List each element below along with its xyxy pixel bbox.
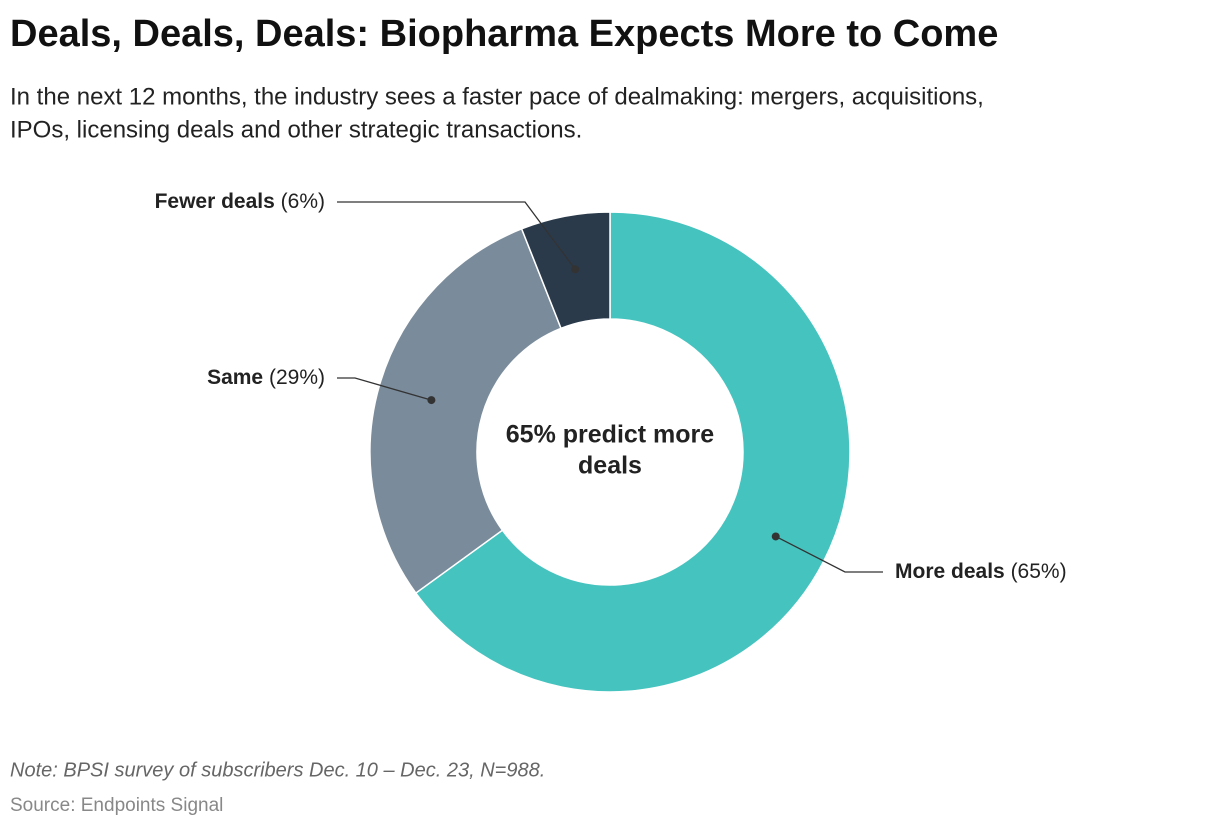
subtitle: In the next 12 months, the industry sees… [10, 83, 984, 110]
note: Note: BPSI survey of subscribers Dec. 10… [10, 759, 545, 781]
leader-line [337, 377, 432, 401]
leader-dot [427, 396, 436, 405]
slice-name: Fewer deals [155, 190, 275, 213]
slice-value: (65%) [1011, 560, 1067, 583]
center-label: 65% predict more [506, 421, 715, 449]
slice-label: More deals (65%) [895, 560, 1067, 583]
leader-line [337, 201, 576, 270]
donut-slice [369, 227, 563, 595]
center-label: deals [578, 452, 642, 480]
slice-label: Same (29%) [207, 366, 325, 389]
donut-slice [520, 211, 611, 330]
slice-name: Same [207, 366, 263, 389]
leader-line [775, 535, 883, 573]
leader-dot [571, 265, 580, 274]
slice-name: More deals [895, 560, 1005, 583]
donut-slice [414, 211, 851, 693]
leader-dot [771, 532, 780, 541]
source: Source: Endpoints Signal [10, 795, 223, 816]
slice-value: (29%) [269, 366, 325, 389]
slice-label: Fewer deals (6%) [155, 190, 325, 213]
slice-value: (6%) [281, 190, 325, 213]
subtitle: IPOs, licensing deals and other strategi… [10, 116, 582, 143]
chart-title: Deals, Deals, Deals: Biopharma Expects M… [10, 13, 998, 55]
